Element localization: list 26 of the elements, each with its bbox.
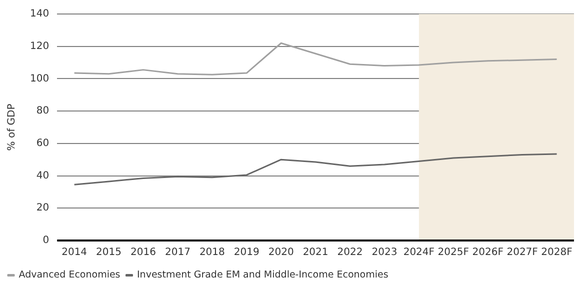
x-tick-label: 2014 (62, 247, 88, 258)
x-tick-label: 2025F (438, 247, 470, 258)
y-axis-title: % of GDP (6, 104, 18, 151)
y-tick-label: 40 (36, 170, 50, 182)
x-tick-label: 2021 (302, 247, 328, 258)
x-tick-label: 2022 (337, 247, 363, 258)
y-tick-label: 120 (30, 40, 50, 52)
legend-label: Advanced Economies (18, 270, 120, 281)
x-tick-label: 2019 (234, 247, 260, 258)
x-tick-label: 2026F (472, 247, 504, 258)
y-tick-label: 60 (36, 138, 50, 150)
x-tick-label: 2023 (372, 247, 398, 258)
x-tick-label: 2027F (506, 247, 538, 258)
x-tick-label: 2016 (130, 247, 156, 258)
y-tick-label: 0 (42, 235, 50, 246)
y-tick-label: 140 (30, 8, 50, 20)
y-tick-label: 100 (30, 73, 50, 84)
x-tick-label: 2015 (96, 247, 122, 258)
x-tick-label: 2018 (199, 247, 225, 258)
x-tick-label: 2020 (268, 247, 294, 258)
legend-label: Investment Grade EM and Middle-Income Economies (137, 270, 388, 281)
x-tick-label: 2024F (403, 247, 435, 258)
y-tick-label: 80 (36, 106, 50, 117)
x-tick-label: 2017 (164, 247, 190, 258)
y-tick-label: 20 (36, 202, 50, 214)
x-tick-label: 2028F (541, 247, 573, 258)
